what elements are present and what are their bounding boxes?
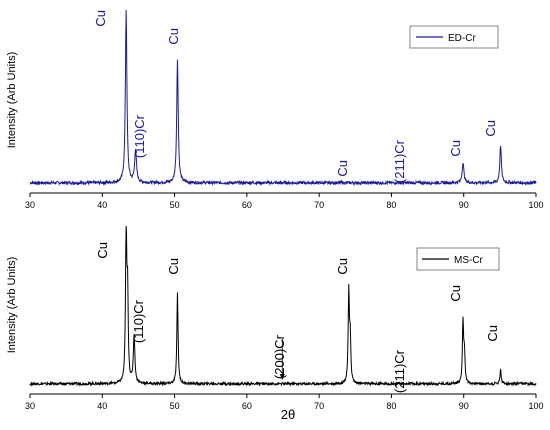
peak-annotation: (110)Cr <box>131 299 146 343</box>
x-tick-label: 100 <box>528 401 543 411</box>
annotations-bottom-panel: Cu (110)Cr Cu (200)Cr Cu (211)Cr Cu Cu <box>95 242 500 393</box>
peak-annotation: Cu <box>483 120 498 137</box>
x-tick-label: 80 <box>386 200 396 210</box>
peak-annotation: Cu <box>485 325 500 342</box>
y-axis-label-bottom: Intensity (Arb Units) <box>6 257 18 354</box>
legend-box-bottom <box>416 247 500 271</box>
peak-annotation: Cu <box>93 10 108 27</box>
legend-box-top <box>409 25 499 49</box>
x-tick-label: 70 <box>314 200 324 210</box>
y-axis-label-top: Intensity (Arb Units) <box>6 52 18 149</box>
x-tick-label: 90 <box>459 200 469 210</box>
x-tick-label: 40 <box>97 401 107 411</box>
x-tick-label: 70 <box>314 401 324 411</box>
peak-annotation: Cu <box>448 140 463 157</box>
panel-ed-cr: 30 40 50 60 70 80 90 100 Intensity (Arb Units) … <box>6 10 544 210</box>
x-tick-label: 50 <box>170 200 180 210</box>
x-axis-label: 2θ <box>281 407 295 422</box>
x-tick-label: 80 <box>386 401 396 411</box>
panel-ms-cr: 30 40 50 60 70 80 90 100 Intensity (Arb Units) … <box>6 225 544 422</box>
x-tick-label: 60 <box>242 401 252 411</box>
legend-label-ed-cr: ED-Cr <box>448 33 476 44</box>
peak-annotation: Cu <box>335 160 350 177</box>
legend-ed-cr: ED-Cr <box>409 25 499 49</box>
peak-annotation: Cu <box>166 258 181 275</box>
peak-annotation: Cu <box>335 258 350 275</box>
legend-ms-cr: MS-Cr <box>416 247 500 271</box>
x-tick-label: 30 <box>25 401 35 411</box>
peak-annotation: (200)Cr <box>272 334 287 379</box>
legend-label-ms-cr: MS-Cr <box>454 255 484 266</box>
peak-annotation: (211)Cr <box>392 349 407 393</box>
peak-annotation: (110)Cr <box>132 114 147 158</box>
trace-ed-cr <box>29 10 537 187</box>
annotations-top-panel: Cu (110)Cr Cu Cu (211)Cr Cu Cu <box>93 10 498 183</box>
x-ticks-bottom-panel: 30 40 50 60 70 80 90 100 <box>25 394 544 411</box>
x-ticks-top-panel: 30 40 50 60 70 80 90 100 <box>25 193 544 210</box>
x-tick-label: 90 <box>459 401 469 411</box>
peak-annotation: Cu <box>448 285 463 302</box>
trace-ms-cr <box>29 225 537 387</box>
annotation-arrow-head <box>279 374 285 380</box>
x-tick-label: 60 <box>242 200 252 210</box>
peak-annotation: (211)Cr <box>392 139 407 183</box>
x-tick-label: 30 <box>25 200 35 210</box>
x-tick-label: 100 <box>528 200 543 210</box>
x-tick-label: 50 <box>170 401 180 411</box>
peak-annotation: Cu <box>166 28 181 45</box>
x-tick-label: 40 <box>97 200 107 210</box>
peak-annotation: Cu <box>95 242 110 259</box>
